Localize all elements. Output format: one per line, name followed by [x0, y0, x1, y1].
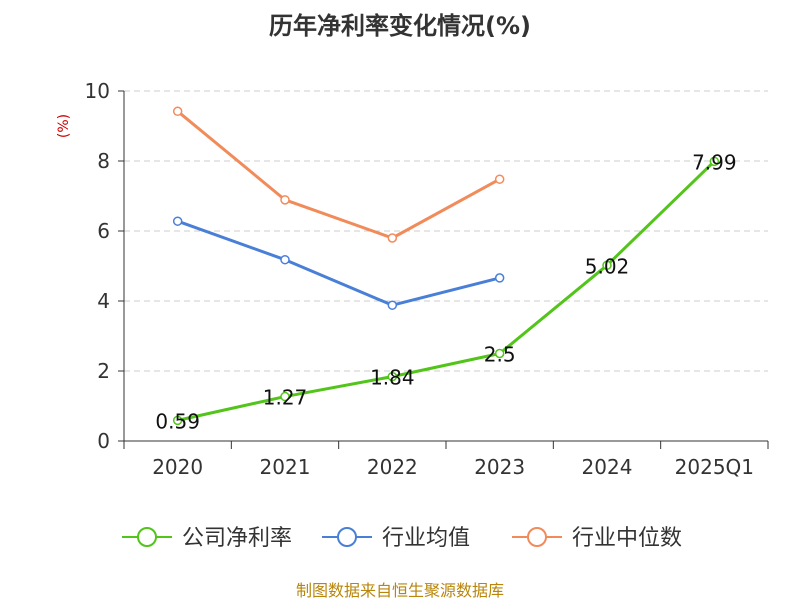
series-line-0: [177, 160, 716, 422]
y-tick-label: 4: [97, 289, 110, 313]
legend-item-2[interactable]: 行业中位数: [512, 526, 682, 551]
y-tick-label: 6: [97, 219, 110, 243]
data-label: 1.27: [263, 386, 308, 410]
data-point: [172, 106, 183, 117]
y-tick-label: 0: [97, 429, 110, 453]
legend-item-1[interactable]: 行业均值: [322, 526, 470, 551]
legend-marker: [137, 527, 157, 547]
legend-marker: [527, 527, 547, 547]
data-point: [172, 216, 183, 226]
x-tick-label: 2024: [582, 455, 633, 479]
data-point: [387, 233, 398, 243]
series-line-1: [177, 219, 501, 307]
data-labels: 0.59 1.27 1.84 2.5 5.02 7.99: [155, 150, 736, 433]
data-point: [494, 174, 505, 184]
data-label: 0.59: [155, 409, 200, 433]
legend[interactable]: 公司净利率 行业均值 行业中位数: [122, 526, 682, 551]
data-label: 7.99: [692, 150, 737, 174]
y-tick-label: 8: [97, 149, 110, 173]
series-line-2: [176, 110, 501, 240]
legend-label: 公司净利率: [182, 526, 292, 551]
data-point: [172, 415, 183, 426]
y-axis-unit: (%): [56, 114, 72, 138]
data-point: [494, 348, 505, 359]
grid-lines: [124, 90, 768, 372]
data-point: [387, 300, 398, 310]
y-tick-label: 2: [97, 359, 110, 383]
data-point: [280, 391, 290, 402]
x-tick-label: 2020: [152, 455, 203, 479]
x-tick-label: 2021: [260, 455, 311, 479]
legend-item-0[interactable]: 公司净利率: [122, 526, 292, 551]
data-point: [494, 273, 505, 283]
data-label: 2.5: [484, 343, 516, 367]
data-point: [280, 195, 290, 205]
data-label: 1.84: [370, 366, 415, 390]
legend-marker: [337, 527, 357, 547]
legend-label: 行业均值: [382, 526, 470, 551]
legend-label: 行业中位数: [572, 526, 682, 551]
data-point: [602, 260, 612, 271]
axes: 0 2 4 6 8 10 2020 2021 2022 2023 2024 2025Q1: [85, 79, 769, 479]
series-group: [172, 106, 720, 426]
y-tick-label: 10: [85, 79, 110, 103]
data-point: [280, 254, 290, 265]
x-tick-label: 2025Q1: [675, 455, 754, 479]
data-point: [709, 156, 720, 167]
source-note: 制图数据来自恒生聚源数据库: [296, 581, 504, 600]
data-point: [387, 371, 398, 382]
x-tick-label: 2022: [367, 455, 418, 479]
x-tick-label: 2023: [474, 455, 525, 479]
data-label: 5.02: [585, 254, 630, 278]
chart-title: 历年净利率变化情况(%): [269, 12, 531, 40]
